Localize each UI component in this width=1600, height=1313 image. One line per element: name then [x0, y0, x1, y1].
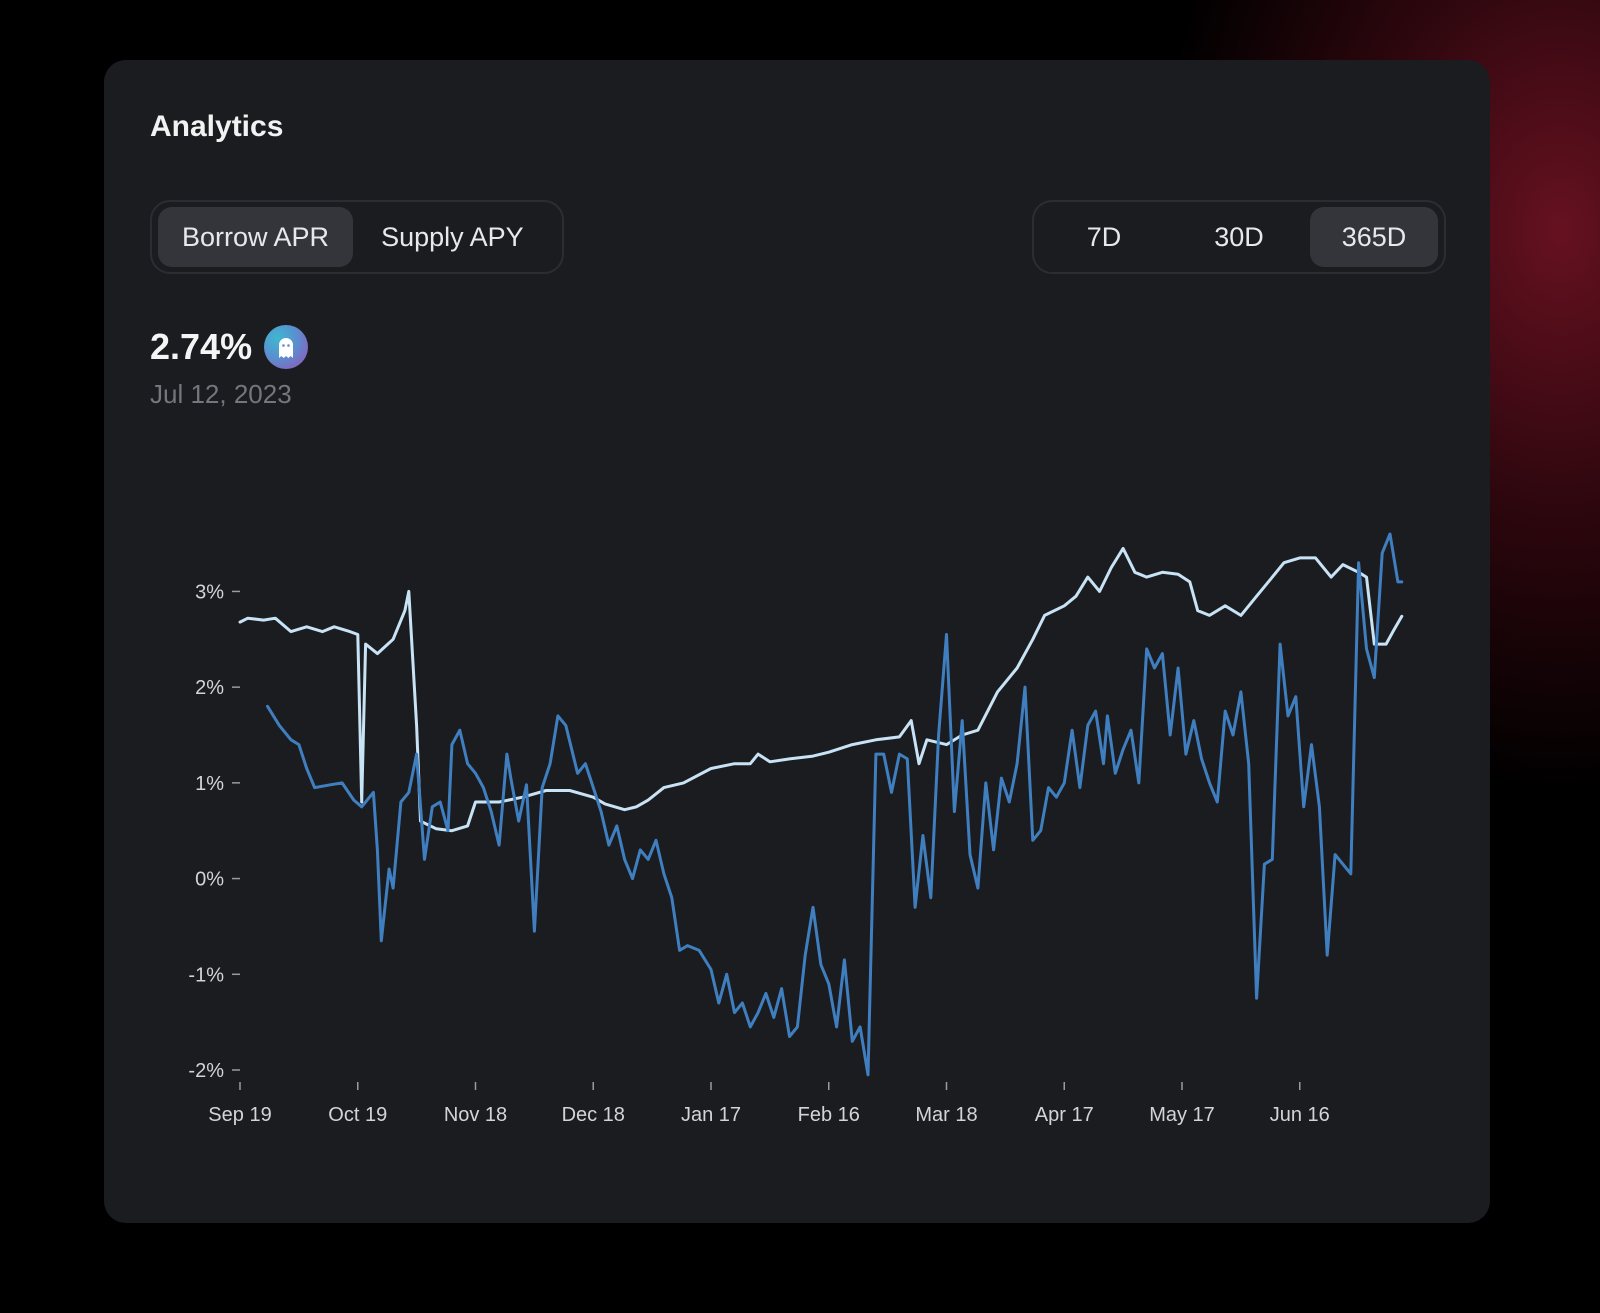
y-tick-label: -1%: [188, 964, 224, 986]
x-tick-label: May 17: [1149, 1104, 1215, 1126]
y-axis: 3% 2% 1% 0% -1% -2%: [188, 581, 240, 1082]
tab-7d[interactable]: 7D: [1086, 221, 1122, 252]
tab-borrow-apr[interactable]: Borrow APR: [158, 207, 354, 267]
current-value-row: 2.74%: [150, 325, 309, 369]
series-layer: [238, 532, 1404, 1077]
current-value: 2.74%: [150, 326, 253, 367]
x-tick-label: Apr 17: [1035, 1104, 1094, 1126]
x-tick-label: Mar 18: [915, 1104, 977, 1126]
card-title: Analytics: [150, 110, 284, 143]
x-tick-label: Dec 18: [562, 1104, 625, 1126]
y-tick-label: 0%: [195, 869, 224, 891]
ghost-icon: [264, 325, 309, 369]
x-tick-label: Sep 19: [208, 1104, 271, 1126]
x-tick-label: Oct 19: [328, 1104, 387, 1126]
x-tick-label: Feb 16: [798, 1104, 860, 1126]
x-tick-label: Nov 18: [444, 1104, 507, 1126]
tab-30d[interactable]: 30D: [1214, 221, 1264, 252]
x-axis: Sep 19 Oct 19 Nov 18 Dec 18 Jan 17 Feb 16 Mar …: [208, 1082, 1330, 1126]
y-tick-label: 2%: [195, 677, 224, 699]
x-tick-label: Jan 17: [681, 1104, 741, 1126]
tab-365d[interactable]: 365D: [1310, 207, 1438, 267]
y-tick-label: -2%: [188, 1060, 224, 1082]
y-tick-label: 3%: [195, 581, 224, 603]
series-line-light: [238, 546, 1404, 833]
tab-supply-apy[interactable]: Supply APY: [381, 221, 524, 252]
metric-tab-group: Borrow APR Supply APY: [150, 200, 564, 274]
apr-line-chart: 3% 2% 1% 0% -1% -2% Sep 19 Oct 19 Nov 18 Dec 18 J…: [188, 532, 1404, 1126]
range-tab-group: 7D 30D 365D: [1032, 200, 1446, 274]
analytics-card: Analytics Borrow APR Supply APY 7D 30D 3…: [104, 60, 1490, 1223]
series-line-dark: [266, 532, 1404, 1077]
current-date: Jul 12, 2023: [150, 379, 292, 409]
y-tick-label: 1%: [195, 773, 224, 795]
x-tick-label: Jun 16: [1270, 1104, 1330, 1126]
